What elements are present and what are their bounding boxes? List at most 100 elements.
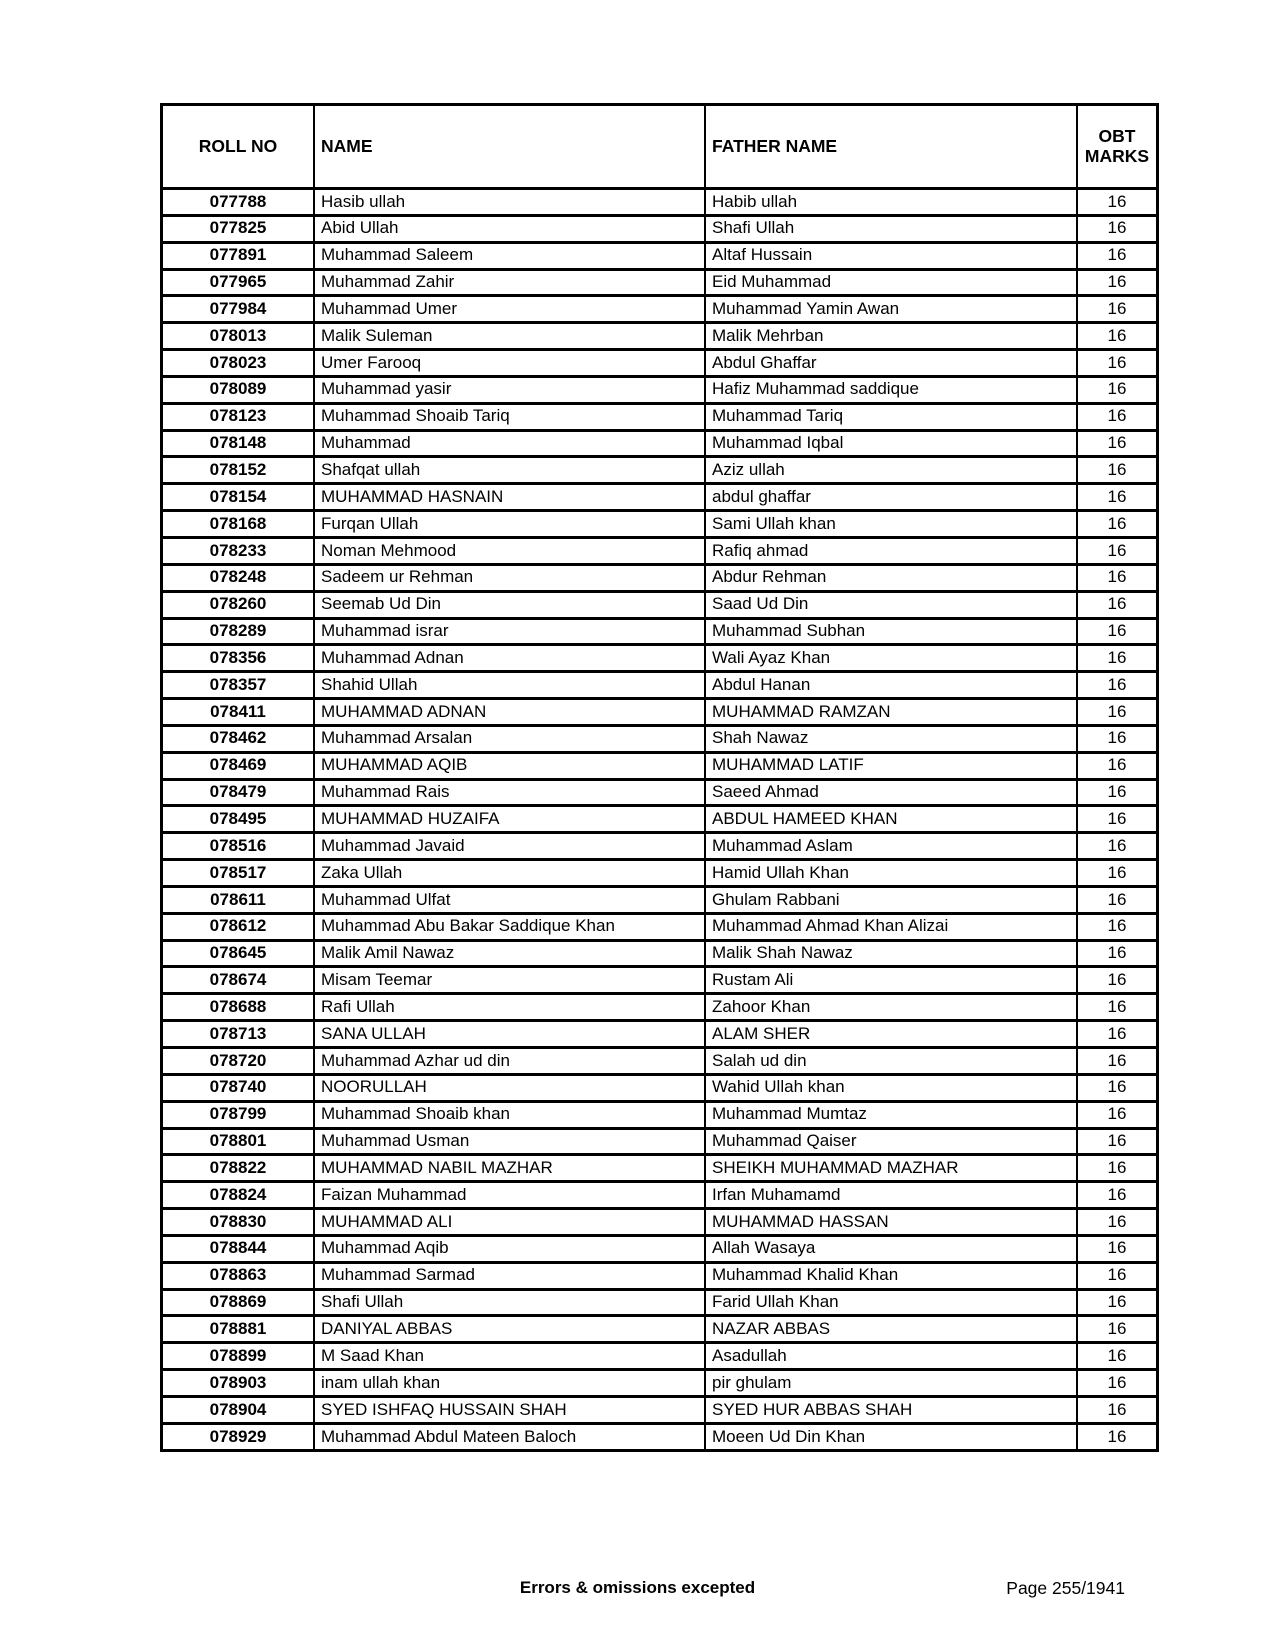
name-cell: SANA ULLAH — [313, 1019, 706, 1049]
roll-no-cell: 078411 — [160, 697, 315, 727]
obt-marks-cell: 16 — [1076, 1233, 1159, 1264]
name-cell: Shafi Ullah — [313, 1287, 706, 1318]
father-name-cell: ABDUL HAMEED KHAN — [704, 804, 1078, 835]
father-name-cell: Salah ud din — [704, 1046, 1078, 1076]
name-cell: Muhammad Zahir — [313, 267, 706, 298]
table-row: 078462 Muhammad Arsalan Shah Nawaz 16 — [160, 723, 1159, 754]
obt-marks-cell: 16 — [1076, 294, 1159, 325]
column-header-obt-marks: OBT MARKS — [1076, 103, 1159, 190]
name-cell: Muhammad Saleem — [313, 240, 706, 271]
obt-marks-cell: 16 — [1076, 589, 1159, 620]
father-name-cell: Shah Nawaz — [704, 723, 1078, 754]
name-cell: Hasib ullah — [313, 187, 706, 217]
father-name-cell: Hamid Ullah Khan — [704, 858, 1078, 888]
table-row: 078844 Muhammad Aqib Allah Wasaya 16 — [160, 1233, 1159, 1264]
father-name-cell: Moeen Ud Din Khan — [704, 1421, 1078, 1453]
obt-marks-cell: 16 — [1076, 643, 1159, 674]
roll-no-cell: 078152 — [160, 455, 315, 486]
name-cell: Rafi Ullah — [313, 992, 706, 1023]
roll-no-cell: 078089 — [160, 374, 315, 405]
roll-no-cell: 078903 — [160, 1368, 315, 1398]
father-name-cell: Sami Ullah khan — [704, 509, 1078, 539]
father-name-cell: Abdul Ghaffar — [704, 348, 1078, 378]
name-cell: Malik Suleman — [313, 321, 706, 352]
obt-marks-cell: 16 — [1076, 697, 1159, 727]
obt-marks-cell: 16 — [1076, 482, 1159, 513]
father-name-cell: Zahoor Khan — [704, 992, 1078, 1023]
father-name-cell: MUHAMMAD LATIF — [704, 750, 1078, 781]
name-cell: DANIYAL ABBAS — [313, 1314, 706, 1345]
results-table: ROLL NO NAME FATHER NAME OBT MARKS 07778… — [160, 103, 1159, 1453]
obt-marks-cell: 16 — [1076, 401, 1159, 432]
table-row: 078356 Muhammad Adnan Wali Ayaz Khan 16 — [160, 643, 1159, 674]
roll-no-cell: 078611 — [160, 884, 315, 915]
father-name-cell: SYED HUR ABBAS SHAH — [704, 1394, 1078, 1425]
father-name-cell: SHEIKH MUHAMMAD MAZHAR — [704, 1153, 1078, 1184]
roll-no-cell: 078904 — [160, 1394, 315, 1425]
table-row: 077965 Muhammad Zahir Eid Muhammad 16 — [160, 267, 1159, 298]
obt-marks-cell: 16 — [1076, 1099, 1159, 1130]
roll-no-cell: 078688 — [160, 992, 315, 1023]
table-row: 078824 Faizan Muhammad Irfan Muhamamd 16 — [160, 1180, 1159, 1211]
father-name-cell: Muhammad Ahmad Khan Alizai — [704, 911, 1078, 942]
name-cell: Muhammad Usman — [313, 1126, 706, 1157]
roll-no-cell: 078123 — [160, 401, 315, 432]
obt-marks-cell: 16 — [1076, 1046, 1159, 1076]
father-name-cell: Ghulam Rabbani — [704, 884, 1078, 915]
father-name-cell: Asadullah — [704, 1341, 1078, 1372]
table-row: 078904 SYED ISHFAQ HUSSAIN SHAH SYED HUR… — [160, 1394, 1159, 1425]
roll-no-cell: 078713 — [160, 1019, 315, 1049]
table-row: 078469 MUHAMMAD AQIB MUHAMMAD LATIF 16 — [160, 750, 1159, 781]
father-name-cell: Altaf Hussain — [704, 240, 1078, 271]
name-cell: Shahid Ullah — [313, 670, 706, 701]
table-row: 078863 Muhammad Sarmad Muhammad Khalid K… — [160, 1260, 1159, 1291]
name-cell: inam ullah khan — [313, 1368, 706, 1398]
name-cell: Muhammad Sarmad — [313, 1260, 706, 1291]
table-row: 078674 Misam Teemar Rustam Ali 16 — [160, 965, 1159, 996]
father-name-cell: Muhammad Iqbal — [704, 428, 1078, 459]
father-name-cell: Muhammad Tariq — [704, 401, 1078, 432]
roll-no-cell: 078479 — [160, 777, 315, 808]
table-row: 078495 MUHAMMAD HUZAIFA ABDUL HAMEED KHA… — [160, 804, 1159, 835]
table-row: 078148 Muhammad Muhammad Iqbal 16 — [160, 428, 1159, 459]
roll-no-cell: 078357 — [160, 670, 315, 701]
obt-marks-cell: 16 — [1076, 965, 1159, 996]
obt-marks-cell: 16 — [1076, 884, 1159, 915]
table-row: 078411 MUHAMMAD ADNAN MUHAMMAD RAMZAN 16 — [160, 697, 1159, 727]
name-cell: Muhammad Azhar ud din — [313, 1046, 706, 1076]
roll-no-cell: 078516 — [160, 831, 315, 862]
father-name-cell: Muhammad Aslam — [704, 831, 1078, 862]
roll-no-cell: 078929 — [160, 1421, 315, 1453]
obt-marks-cell: 16 — [1076, 1287, 1159, 1318]
table-row: 078801 Muhammad Usman Muhammad Qaiser 16 — [160, 1126, 1159, 1157]
column-header-roll-no: ROLL NO — [160, 103, 315, 190]
table-row: 078881 DANIYAL ABBAS NAZAR ABBAS 16 — [160, 1314, 1159, 1345]
footer-note: Errors & omissions excepted — [519, 1578, 756, 1597]
table-header-row: ROLL NO NAME FATHER NAME OBT MARKS — [160, 103, 1159, 190]
father-name-cell: Wali Ayaz Khan — [704, 643, 1078, 674]
roll-no-cell: 078801 — [160, 1126, 315, 1157]
name-cell: MUHAMMAD NABIL MAZHAR — [313, 1153, 706, 1184]
name-cell: Noman Mehmood — [313, 535, 706, 566]
table-row: 077788 Hasib ullah Habib ullah 16 — [160, 187, 1159, 217]
name-cell: Muhammad Arsalan — [313, 723, 706, 754]
name-cell: MUHAMMAD HASNAIN — [313, 482, 706, 513]
obt-marks-cell: 16 — [1076, 1314, 1159, 1345]
obt-marks-cell: 16 — [1076, 1153, 1159, 1184]
roll-no-cell: 078612 — [160, 911, 315, 942]
name-cell: Seemab Ud Din — [313, 589, 706, 620]
roll-no-cell: 078462 — [160, 723, 315, 754]
obt-marks-cell: 16 — [1076, 455, 1159, 486]
father-name-cell: Muhammad Subhan — [704, 616, 1078, 647]
obt-marks-cell: 16 — [1076, 535, 1159, 566]
father-name-cell: Rustam Ali — [704, 965, 1078, 996]
roll-no-cell: 078899 — [160, 1341, 315, 1372]
roll-no-cell: 078720 — [160, 1046, 315, 1076]
name-cell: Misam Teemar — [313, 965, 706, 996]
results-table-body: 077788 Hasib ullah Habib ullah 16 077825… — [160, 187, 1159, 1453]
obt-marks-cell: 16 — [1076, 428, 1159, 459]
roll-no-cell: 078154 — [160, 482, 315, 513]
obt-marks-cell: 16 — [1076, 992, 1159, 1023]
table-row: 078516 Muhammad Javaid Muhammad Aslam 16 — [160, 831, 1159, 862]
father-name-cell: Habib ullah — [704, 187, 1078, 217]
